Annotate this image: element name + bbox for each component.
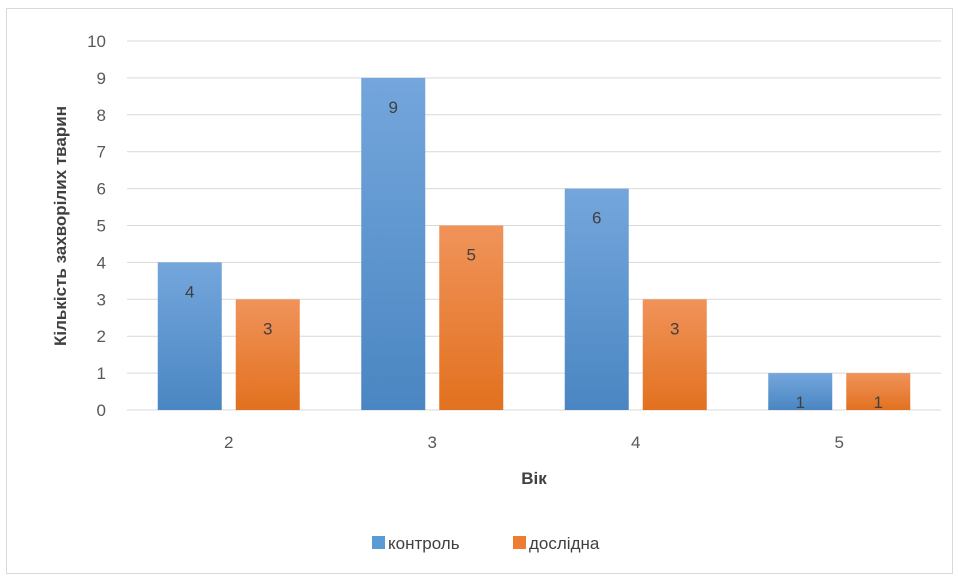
data-label: 3 xyxy=(263,319,272,338)
x-tick-label: 5 xyxy=(835,433,844,452)
data-labels: 4 3 9 5 6 3 1 1 xyxy=(185,98,883,412)
y-tick-label: 0 xyxy=(97,401,106,420)
y-tick-label: 8 xyxy=(97,106,106,125)
y-tick-label: 5 xyxy=(97,217,106,236)
legend-label: контроль xyxy=(388,534,460,553)
y-tick-label: 1 xyxy=(97,364,106,383)
bar-контроль-3 xyxy=(361,77,426,411)
bar-дослідна-3 xyxy=(439,225,504,410)
y-tick-label: 2 xyxy=(97,327,106,346)
x-tick-label: 3 xyxy=(428,433,437,452)
legend-swatch xyxy=(372,536,385,549)
bar-контроль-5 xyxy=(768,373,833,410)
bar-дослідна-5 xyxy=(846,373,911,410)
legend-item: дослідна xyxy=(513,534,600,553)
legend-item: контроль xyxy=(372,534,460,553)
data-label: 6 xyxy=(592,209,601,228)
y-axis-title: Кількість захворілих тварин xyxy=(51,106,70,346)
bars xyxy=(157,77,911,411)
data-label: 9 xyxy=(389,98,398,117)
bar-дослідна-2 xyxy=(235,299,300,410)
data-label: 3 xyxy=(670,319,679,338)
bar-дослідна-4 xyxy=(642,299,707,410)
bar-контроль-4 xyxy=(564,188,629,410)
legend-label: дослідна xyxy=(529,534,600,553)
bar-контроль-2 xyxy=(157,262,222,410)
legend: контроль дослідна xyxy=(372,534,600,553)
x-tick-label: 2 xyxy=(224,433,233,452)
y-axis-ticks: 0 1 2 3 4 5 6 7 8 9 10 xyxy=(87,32,106,420)
y-tick-label: 10 xyxy=(87,32,106,51)
y-tick-label: 9 xyxy=(97,69,106,88)
data-label: 1 xyxy=(796,393,805,412)
y-tick-label: 6 xyxy=(97,180,106,199)
data-label: 4 xyxy=(185,282,194,301)
legend-swatch xyxy=(513,536,526,549)
x-tick-label: 4 xyxy=(631,433,640,452)
x-axis-title: Вік xyxy=(521,469,547,488)
x-axis-ticks: 2 3 4 5 xyxy=(224,433,844,452)
y-tick-label: 7 xyxy=(97,143,106,162)
y-tick-label: 3 xyxy=(97,290,106,309)
data-label: 1 xyxy=(874,393,883,412)
y-tick-label: 4 xyxy=(97,253,106,272)
data-label: 5 xyxy=(467,246,476,265)
